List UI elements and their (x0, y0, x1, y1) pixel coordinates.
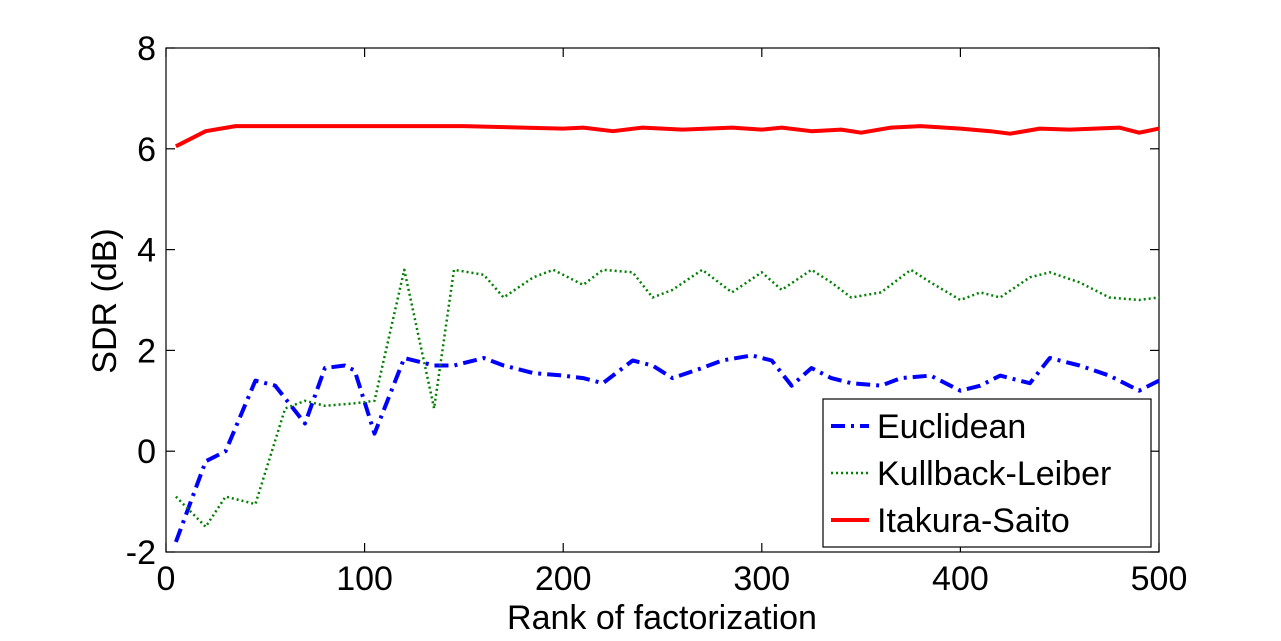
legend-label-euclidean: Euclidean (877, 408, 1026, 446)
y-tick-label: 4 (137, 232, 156, 270)
x-tick-label: 400 (932, 560, 989, 598)
x-tick-label: 100 (336, 560, 393, 598)
axis-ticks (165, 47, 1160, 553)
y-tick-label: 6 (137, 131, 156, 169)
series-line-kullback-leiber (175, 268, 1160, 529)
y-tick-label: 0 (137, 433, 156, 471)
y-tick-label: 8 (137, 30, 156, 68)
y-axis-title: SDR (dB) (86, 228, 124, 373)
x-axis-title: Rank of factorization (507, 599, 817, 637)
x-tick-label: 300 (733, 560, 790, 598)
x-tick-label: 200 (535, 560, 592, 598)
x-tick-label: 500 (1131, 560, 1188, 598)
series-lines (174, 124, 1160, 543)
legend-label-kullback-leiber: Kullback-Leiber (877, 455, 1111, 493)
x-tick-label: 0 (157, 560, 176, 598)
series-line-euclidean (174, 353, 1160, 543)
legend: Euclidean Kullback-Leiber Itakura-Saito (822, 398, 1152, 548)
series-line-itakura-saito (174, 124, 1160, 149)
y-tick-label: 2 (137, 332, 156, 370)
legend-label-itakura-saito: Itakura-Saito (877, 502, 1070, 540)
legend-box (822, 398, 1152, 548)
y-tick-label: -2 (126, 534, 156, 572)
